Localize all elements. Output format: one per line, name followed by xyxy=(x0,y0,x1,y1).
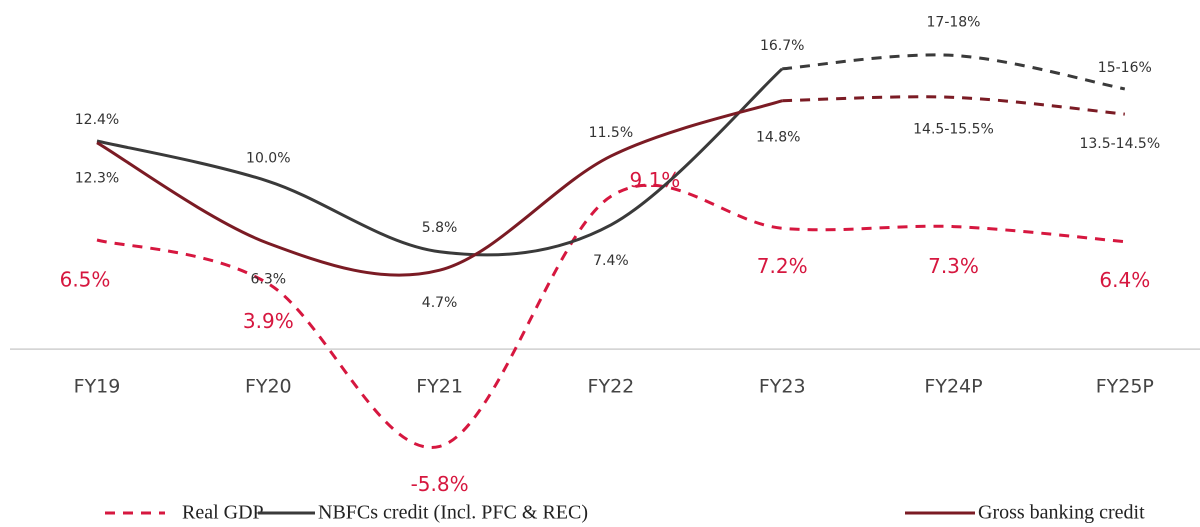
series-line xyxy=(782,53,1126,91)
data-label: 3.9% xyxy=(243,309,294,333)
data-label: 7.3% xyxy=(928,254,979,278)
legend-label: Gross banking credit xyxy=(978,502,1145,524)
data-label: 11.5% xyxy=(589,125,633,141)
data-label: 17-18% xyxy=(927,14,981,30)
data-label: 13.5-14.5% xyxy=(1079,136,1160,152)
legend-label: Real GDP xyxy=(182,502,264,524)
series-line xyxy=(96,99,783,277)
series-line xyxy=(96,67,784,257)
x-tick-label: FY24P xyxy=(924,376,982,398)
data-label: 16.7% xyxy=(760,38,804,54)
data-label: 14.5-15.5% xyxy=(913,121,994,137)
data-label: 14.8% xyxy=(756,130,800,146)
data-label: 5.8% xyxy=(422,220,458,236)
data-label: 12.4% xyxy=(75,112,119,128)
x-tick-label: FY21 xyxy=(416,376,463,398)
series-line xyxy=(782,95,1125,116)
series-line xyxy=(96,183,1125,449)
data-label: 15-16% xyxy=(1098,60,1152,76)
x-tick-label: FY23 xyxy=(759,376,806,398)
data-label: 4.7% xyxy=(422,295,458,311)
x-tick-label: FY19 xyxy=(74,376,121,398)
data-label: 7.2% xyxy=(757,254,808,278)
x-tick-label: FY20 xyxy=(245,376,292,398)
data-label: 7.4% xyxy=(593,253,629,269)
data-label: 10.0% xyxy=(246,150,290,166)
data-label: 6.3% xyxy=(251,271,287,287)
x-tick-label: FY25P xyxy=(1096,376,1154,398)
data-label: 6.5% xyxy=(60,268,111,292)
data-label: 6.4% xyxy=(1099,268,1150,292)
legend-label: NBFCs credit (Incl. PFC & REC) xyxy=(318,502,588,524)
data-label: -5.8% xyxy=(411,472,469,496)
x-tick-label: FY22 xyxy=(588,376,635,398)
data-label: 12.3% xyxy=(75,171,119,187)
